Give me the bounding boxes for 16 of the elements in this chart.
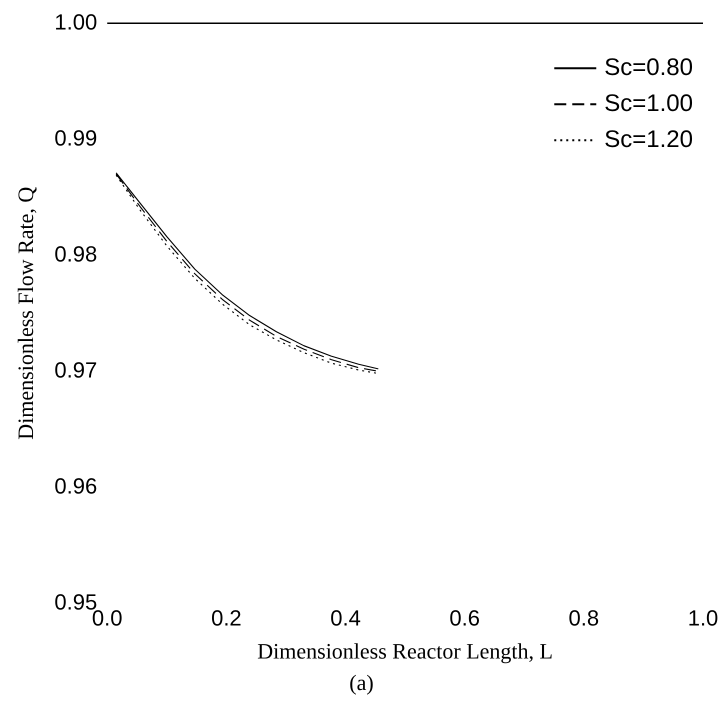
y-tick-label: 0.98	[54, 241, 98, 266]
y-tick-label: 0.96	[54, 473, 98, 498]
legend-label: Sc=1.20	[604, 126, 693, 153]
legend-label: Sc=0.80	[604, 54, 693, 81]
legend-label: Sc=1.00	[604, 90, 693, 117]
x-tick-label: 0.8	[568, 605, 600, 630]
y-tick-label: 0.97	[54, 357, 98, 382]
y-tick-label: 0.99	[54, 125, 98, 150]
x-tick-label: 1.0	[688, 605, 718, 630]
x-tick-label: 0.2	[211, 605, 242, 630]
y-tick-label: 1.00	[54, 9, 98, 34]
x-axis-title: Dimensionless Reactor Length, L	[257, 638, 553, 664]
x-tick-label: 0.6	[449, 605, 480, 630]
x-tick-label: 0.4	[330, 605, 361, 630]
text: (a)	[348, 670, 375, 696]
y-axis-title: Dimensionless Flow Rate, Q	[12, 186, 38, 440]
